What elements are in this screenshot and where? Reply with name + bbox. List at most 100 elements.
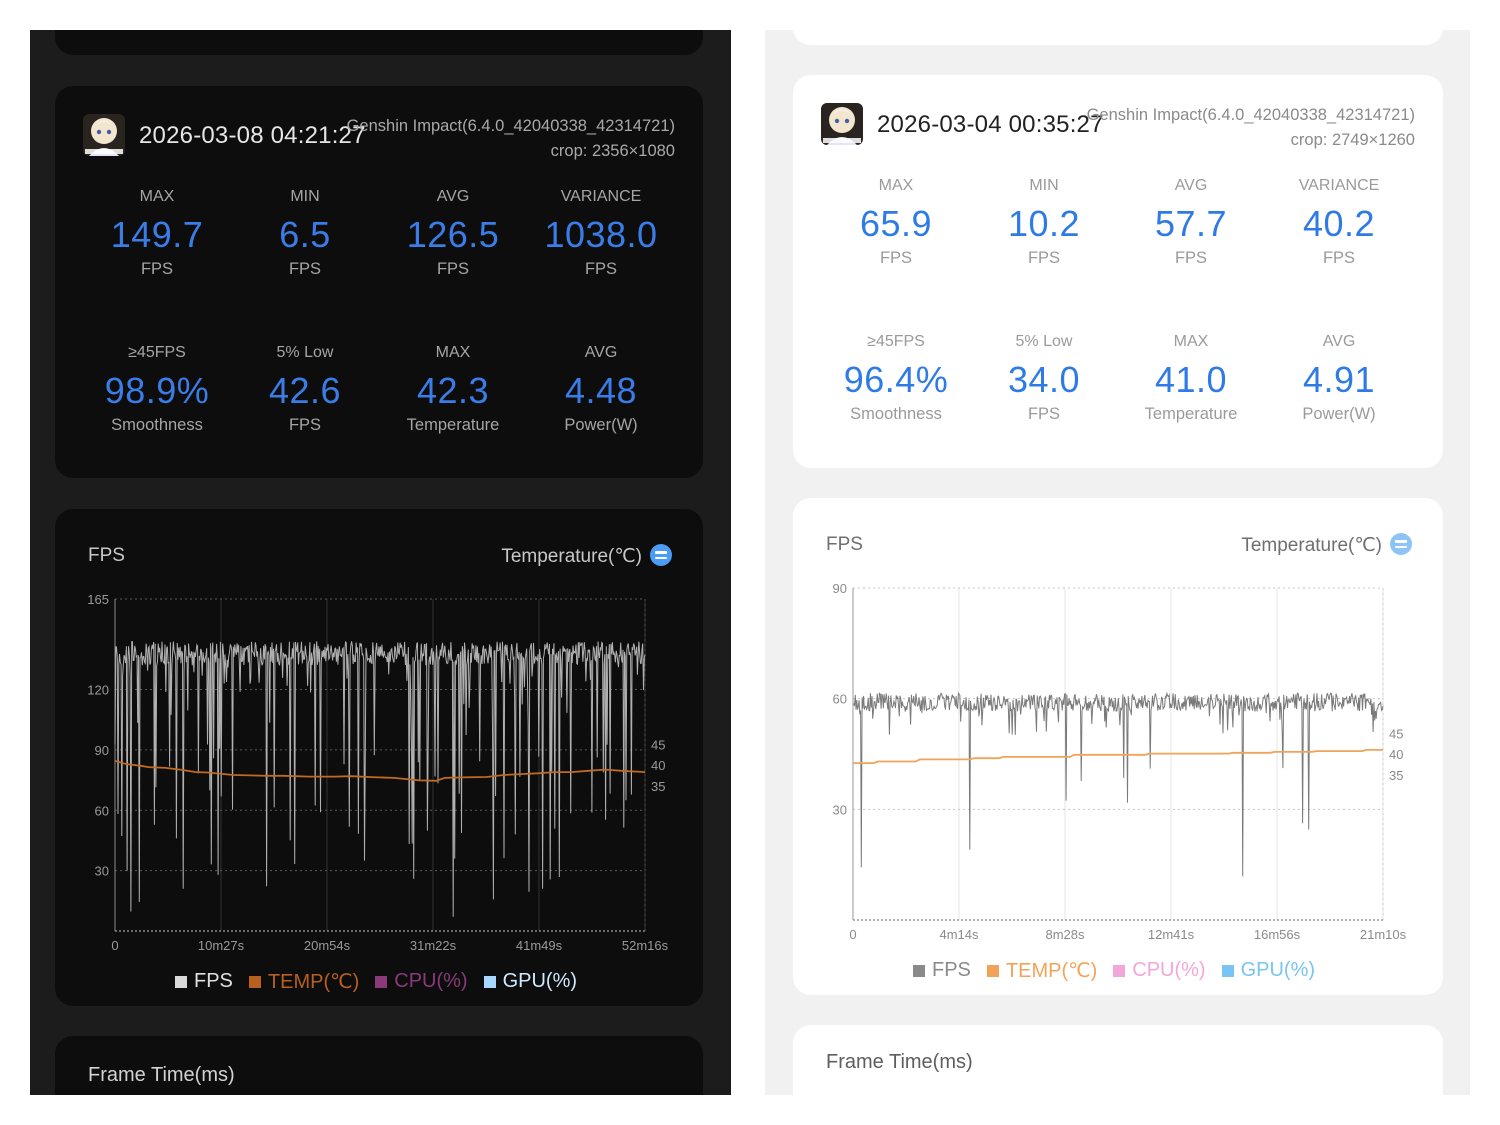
- stat-value: 126.5: [379, 210, 527, 260]
- stat-value: 6.5: [231, 210, 379, 260]
- stat-value: 4.48: [527, 366, 675, 416]
- stat-5pct-low: 5% Low 42.6 FPS: [231, 344, 379, 438]
- y2-tick-label: 40: [651, 758, 665, 773]
- chart-toggle-icon[interactable]: [650, 544, 672, 566]
- stat-unit: FPS: [822, 249, 970, 271]
- frame-time-title: Frame Time(ms): [826, 1051, 973, 1074]
- stat-label: AVG: [1265, 333, 1413, 355]
- y2-tick-label: 40: [1389, 747, 1403, 762]
- stat-label: MAX: [379, 344, 527, 366]
- stat-value: 65.9: [822, 199, 970, 249]
- crop-size: crop: 2749×1260: [1087, 128, 1415, 153]
- stat-unit: FPS: [231, 416, 379, 438]
- y-tick-label: 30: [833, 802, 847, 817]
- legend-label: CPU(%): [1132, 959, 1205, 982]
- chart-legend: FPS TEMP(℃) CPU(%) GPU(%): [175, 969, 577, 994]
- stat-value: 42.6: [231, 366, 379, 416]
- stat-label: AVG: [527, 344, 675, 366]
- game-avatar-icon: [821, 103, 863, 145]
- legend-item-gpu[interactable]: GPU(%): [484, 970, 577, 993]
- y-tick-label: 90: [833, 581, 847, 596]
- stat-avg-power: AVG 4.91 Power(W): [1265, 333, 1413, 427]
- stat-unit: FPS: [1265, 249, 1413, 271]
- stat-avg-power: AVG 4.48 Power(W): [527, 344, 675, 438]
- legend-label: TEMP(℃): [1006, 958, 1097, 983]
- stat-value: 4.91: [1265, 355, 1413, 405]
- legend-swatch: [175, 976, 187, 988]
- crop-size: crop: 2356×1080: [347, 139, 675, 164]
- y-tick-label: 30: [95, 864, 109, 879]
- stat-unit: FPS: [527, 260, 675, 282]
- x-tick-label: 20m54s: [304, 938, 351, 953]
- previous-card: [55, 30, 703, 55]
- legend-item-fps[interactable]: FPS: [913, 959, 971, 982]
- stat-value: 34.0: [970, 355, 1118, 405]
- stat-value: 10.2: [970, 199, 1118, 249]
- fps-chart-card: FPS Temperature(℃) 165 120 90 60 30 45 40 35 0 10…: [55, 509, 703, 1006]
- stat-label: MAX: [822, 177, 970, 199]
- stat-value: 40.2: [1265, 199, 1413, 249]
- x-tick-label: 12m41s: [1148, 927, 1195, 942]
- x-tick-label: 8m28s: [1045, 927, 1085, 942]
- x-tick-label: 0: [849, 927, 856, 942]
- light-theme-panel: 2026-03-04 00:35:27 Genshin Impact(6.4.0…: [765, 30, 1470, 1095]
- stat-max-temperature: MAX 41.0 Temperature: [1117, 333, 1265, 427]
- stat-unit: FPS: [970, 249, 1118, 271]
- stat-avg-fps: AVG 126.5 FPS: [379, 188, 527, 282]
- stat-5pct-low: 5% Low 34.0 FPS: [970, 333, 1118, 427]
- game-info: Genshin Impact(6.4.0_42040338_42314721) …: [347, 114, 675, 164]
- stat-label: MAX: [1117, 333, 1265, 355]
- legend-swatch: [484, 976, 496, 988]
- legend-item-cpu[interactable]: CPU(%): [1113, 959, 1205, 982]
- legend-item-fps[interactable]: FPS: [175, 970, 233, 993]
- session-datetime: 2026-03-04 00:35:27: [877, 111, 1104, 139]
- chart-title: FPS: [88, 545, 125, 567]
- x-tick-label: 41m49s: [516, 938, 563, 953]
- session-datetime: 2026-03-08 04:21:27: [139, 122, 366, 150]
- dark-theme-panel: 2026-03-08 04:21:27 Genshin Impact(6.4.0…: [30, 30, 731, 1095]
- stat-label: ≥45FPS: [83, 344, 231, 366]
- stat-label: MIN: [231, 188, 379, 210]
- stat-label: VARIANCE: [1265, 177, 1413, 199]
- stat-unit: Temperature: [379, 416, 527, 438]
- stat-value: 96.4%: [822, 355, 970, 405]
- legend-label: CPU(%): [394, 970, 467, 993]
- game-name: Genshin Impact(6.4.0_42040338_42314721): [1087, 103, 1415, 128]
- stat-label: 5% Low: [970, 333, 1118, 355]
- frame-time-title: Frame Time(ms): [88, 1064, 235, 1087]
- stat-max-fps: MAX 149.7 FPS: [83, 188, 231, 282]
- stat-max-temperature: MAX 42.3 Temperature: [379, 344, 527, 438]
- stat-label: VARIANCE: [527, 188, 675, 210]
- stat-variance-fps: VARIANCE 1038.0 FPS: [527, 188, 675, 282]
- stat-label: 5% Low: [231, 344, 379, 366]
- stat-unit: Temperature: [1117, 405, 1265, 427]
- legend-item-gpu[interactable]: GPU(%): [1222, 959, 1315, 982]
- stat-label: ≥45FPS: [822, 333, 970, 355]
- chart-legend: FPS TEMP(℃) CPU(%) GPU(%): [913, 958, 1315, 983]
- legend-item-cpu[interactable]: CPU(%): [375, 970, 467, 993]
- frame-time-card: Frame Time(ms): [55, 1036, 703, 1095]
- stat-min-fps: MIN 10.2 FPS: [970, 177, 1118, 271]
- session-summary-card[interactable]: 2026-03-04 00:35:27 Genshin Impact(6.4.0…: [793, 75, 1443, 468]
- game-info: Genshin Impact(6.4.0_42040338_42314721) …: [1087, 103, 1415, 153]
- y2-tick-label: 45: [651, 737, 665, 752]
- legend-label: GPU(%): [1241, 959, 1315, 982]
- game-avatar-icon: [83, 114, 125, 156]
- stat-unit: Smoothness: [83, 416, 231, 438]
- legend-item-temp[interactable]: TEMP(℃): [987, 958, 1097, 983]
- stat-unit: Power(W): [1265, 405, 1413, 427]
- frame-time-card: Frame Time(ms): [793, 1025, 1443, 1095]
- fps-chart: 165 120 90 60 30 45 40 35 0 10m27s 20m54s 31m22s 41m…: [55, 589, 703, 969]
- game-name: Genshin Impact(6.4.0_42040338_42314721): [347, 114, 675, 139]
- x-tick-label: 16m56s: [1254, 927, 1301, 942]
- legend-item-temp[interactable]: TEMP(℃): [249, 969, 359, 994]
- stat-unit: FPS: [379, 260, 527, 282]
- legend-swatch: [249, 976, 261, 988]
- legend-swatch: [913, 965, 925, 977]
- session-summary-card[interactable]: 2026-03-08 04:21:27 Genshin Impact(6.4.0…: [55, 86, 703, 478]
- legend-label: GPU(%): [503, 970, 577, 993]
- stat-avg-fps: AVG 57.7 FPS: [1117, 177, 1265, 271]
- chart-toggle-icon[interactable]: [1390, 533, 1412, 555]
- fps-chart-card: FPS Temperature(℃) 90 60 30 45 40 35 0 4m14s 8m2…: [793, 498, 1443, 995]
- temperature-axis-label: Temperature(℃): [1241, 534, 1382, 557]
